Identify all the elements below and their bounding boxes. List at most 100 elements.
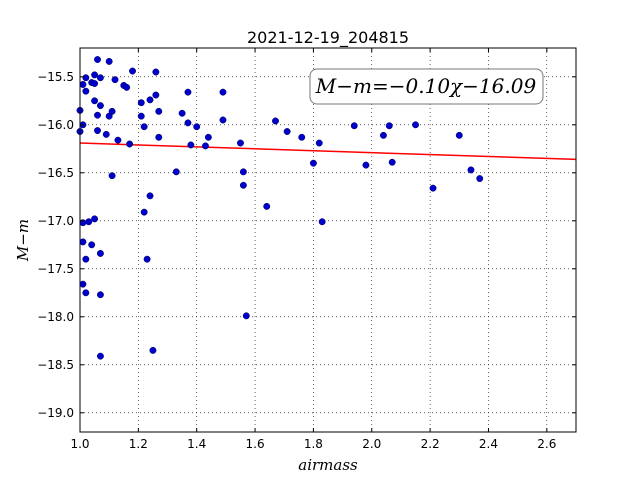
data-point bbox=[143, 255, 151, 263]
data-point bbox=[429, 184, 437, 192]
data-point bbox=[96, 74, 104, 82]
data-point bbox=[412, 121, 419, 129]
data-point bbox=[178, 109, 186, 117]
data-point bbox=[467, 166, 475, 174]
data-point bbox=[91, 97, 99, 105]
y-axis-label: M−m bbox=[14, 219, 32, 262]
data-point bbox=[94, 111, 101, 119]
y-tick-label: −16.5 bbox=[37, 166, 74, 180]
plot-background bbox=[80, 48, 576, 432]
x-tick-label: 1.4 bbox=[187, 437, 206, 451]
data-point bbox=[96, 102, 104, 110]
data-point bbox=[388, 158, 396, 166]
data-point bbox=[111, 76, 119, 84]
data-point bbox=[237, 139, 244, 147]
data-point bbox=[91, 215, 99, 223]
data-point bbox=[202, 142, 209, 150]
data-points bbox=[76, 56, 484, 360]
data-point bbox=[96, 249, 104, 257]
x-tick-label: 2.6 bbox=[537, 437, 556, 451]
data-point bbox=[455, 131, 463, 139]
x-tick-label: 1.2 bbox=[129, 437, 148, 451]
data-point bbox=[263, 202, 271, 210]
data-point bbox=[137, 99, 145, 107]
data-point bbox=[172, 168, 180, 176]
y-tick-label: −17.0 bbox=[37, 214, 74, 228]
data-point bbox=[146, 192, 154, 200]
data-point bbox=[152, 68, 160, 76]
data-point bbox=[96, 352, 104, 360]
y-tick-label: −15.5 bbox=[37, 70, 74, 84]
data-point bbox=[137, 112, 145, 120]
x-tick-label: 1.0 bbox=[70, 437, 89, 451]
y-tick-label: −18.5 bbox=[37, 358, 74, 372]
y-tick-labels: −15.5 −16.0 −16.5 −17.0 −17.5 −18.0 −18.5 −19.0 bbox=[37, 70, 74, 420]
data-point bbox=[123, 83, 131, 91]
data-point bbox=[239, 168, 247, 176]
data-point bbox=[184, 88, 192, 96]
data-point bbox=[146, 96, 154, 104]
data-point bbox=[126, 140, 134, 148]
data-point bbox=[79, 81, 87, 88]
data-point bbox=[350, 122, 358, 130]
chart-title: 2021-12-19_204815 bbox=[247, 28, 409, 48]
annotation-box: M−m=−0.10χ−16.09 bbox=[309, 68, 544, 105]
data-point bbox=[204, 133, 212, 141]
data-point bbox=[155, 107, 163, 115]
data-point bbox=[242, 312, 250, 320]
data-point bbox=[379, 131, 387, 139]
y-tick-label: −16.0 bbox=[37, 118, 74, 132]
x-tick-label: 1.6 bbox=[246, 437, 265, 451]
data-point bbox=[140, 123, 148, 131]
data-point bbox=[82, 74, 90, 82]
data-point bbox=[219, 116, 227, 124]
data-point bbox=[219, 88, 227, 96]
data-point bbox=[94, 127, 101, 135]
data-point bbox=[129, 67, 136, 75]
y-tick-label: −18.0 bbox=[37, 310, 74, 324]
data-point bbox=[82, 255, 90, 263]
data-point bbox=[239, 181, 247, 189]
data-point bbox=[82, 87, 90, 95]
axis-ticks bbox=[79, 48, 576, 432]
data-point bbox=[152, 91, 160, 99]
data-point bbox=[309, 159, 317, 167]
data-point bbox=[79, 280, 87, 288]
plot-frame bbox=[79, 47, 577, 433]
fit-line-layer bbox=[79, 142, 577, 161]
plot-area bbox=[76, 47, 577, 433]
data-point bbox=[155, 133, 163, 141]
data-point bbox=[82, 289, 90, 297]
data-point bbox=[315, 139, 323, 147]
fit-equation: M−m=−0.10χ−16.09 bbox=[315, 74, 537, 98]
data-point bbox=[140, 208, 148, 216]
x-tick-label: 2.2 bbox=[421, 437, 440, 451]
data-point bbox=[193, 123, 201, 131]
data-point bbox=[85, 218, 93, 226]
data-point bbox=[91, 80, 99, 87]
data-point bbox=[362, 161, 370, 169]
fit-line bbox=[79, 142, 577, 161]
data-point bbox=[187, 141, 195, 149]
x-tick-label: 1.8 bbox=[304, 437, 323, 451]
data-point bbox=[88, 241, 96, 249]
x-tick-labels: 1.0 1.2 1.4 1.6 1.8 2.0 2.2 2.4 2.6 bbox=[70, 437, 556, 451]
data-point bbox=[272, 117, 279, 125]
grid-lines bbox=[79, 48, 576, 432]
y-tick-label: −19.0 bbox=[37, 406, 74, 420]
data-point bbox=[94, 56, 101, 63]
data-point bbox=[385, 122, 393, 130]
data-point bbox=[184, 119, 192, 127]
data-point bbox=[149, 346, 157, 354]
data-point bbox=[476, 175, 484, 183]
data-point bbox=[105, 57, 113, 65]
x-tick-label: 2.0 bbox=[362, 437, 381, 451]
x-axis-label: airmass bbox=[298, 456, 358, 474]
data-point bbox=[96, 291, 104, 299]
data-point bbox=[91, 71, 99, 79]
data-point bbox=[108, 172, 116, 180]
data-point bbox=[102, 130, 110, 138]
y-tick-label: −17.5 bbox=[37, 262, 74, 276]
x-tick-label: 2.4 bbox=[479, 437, 498, 451]
